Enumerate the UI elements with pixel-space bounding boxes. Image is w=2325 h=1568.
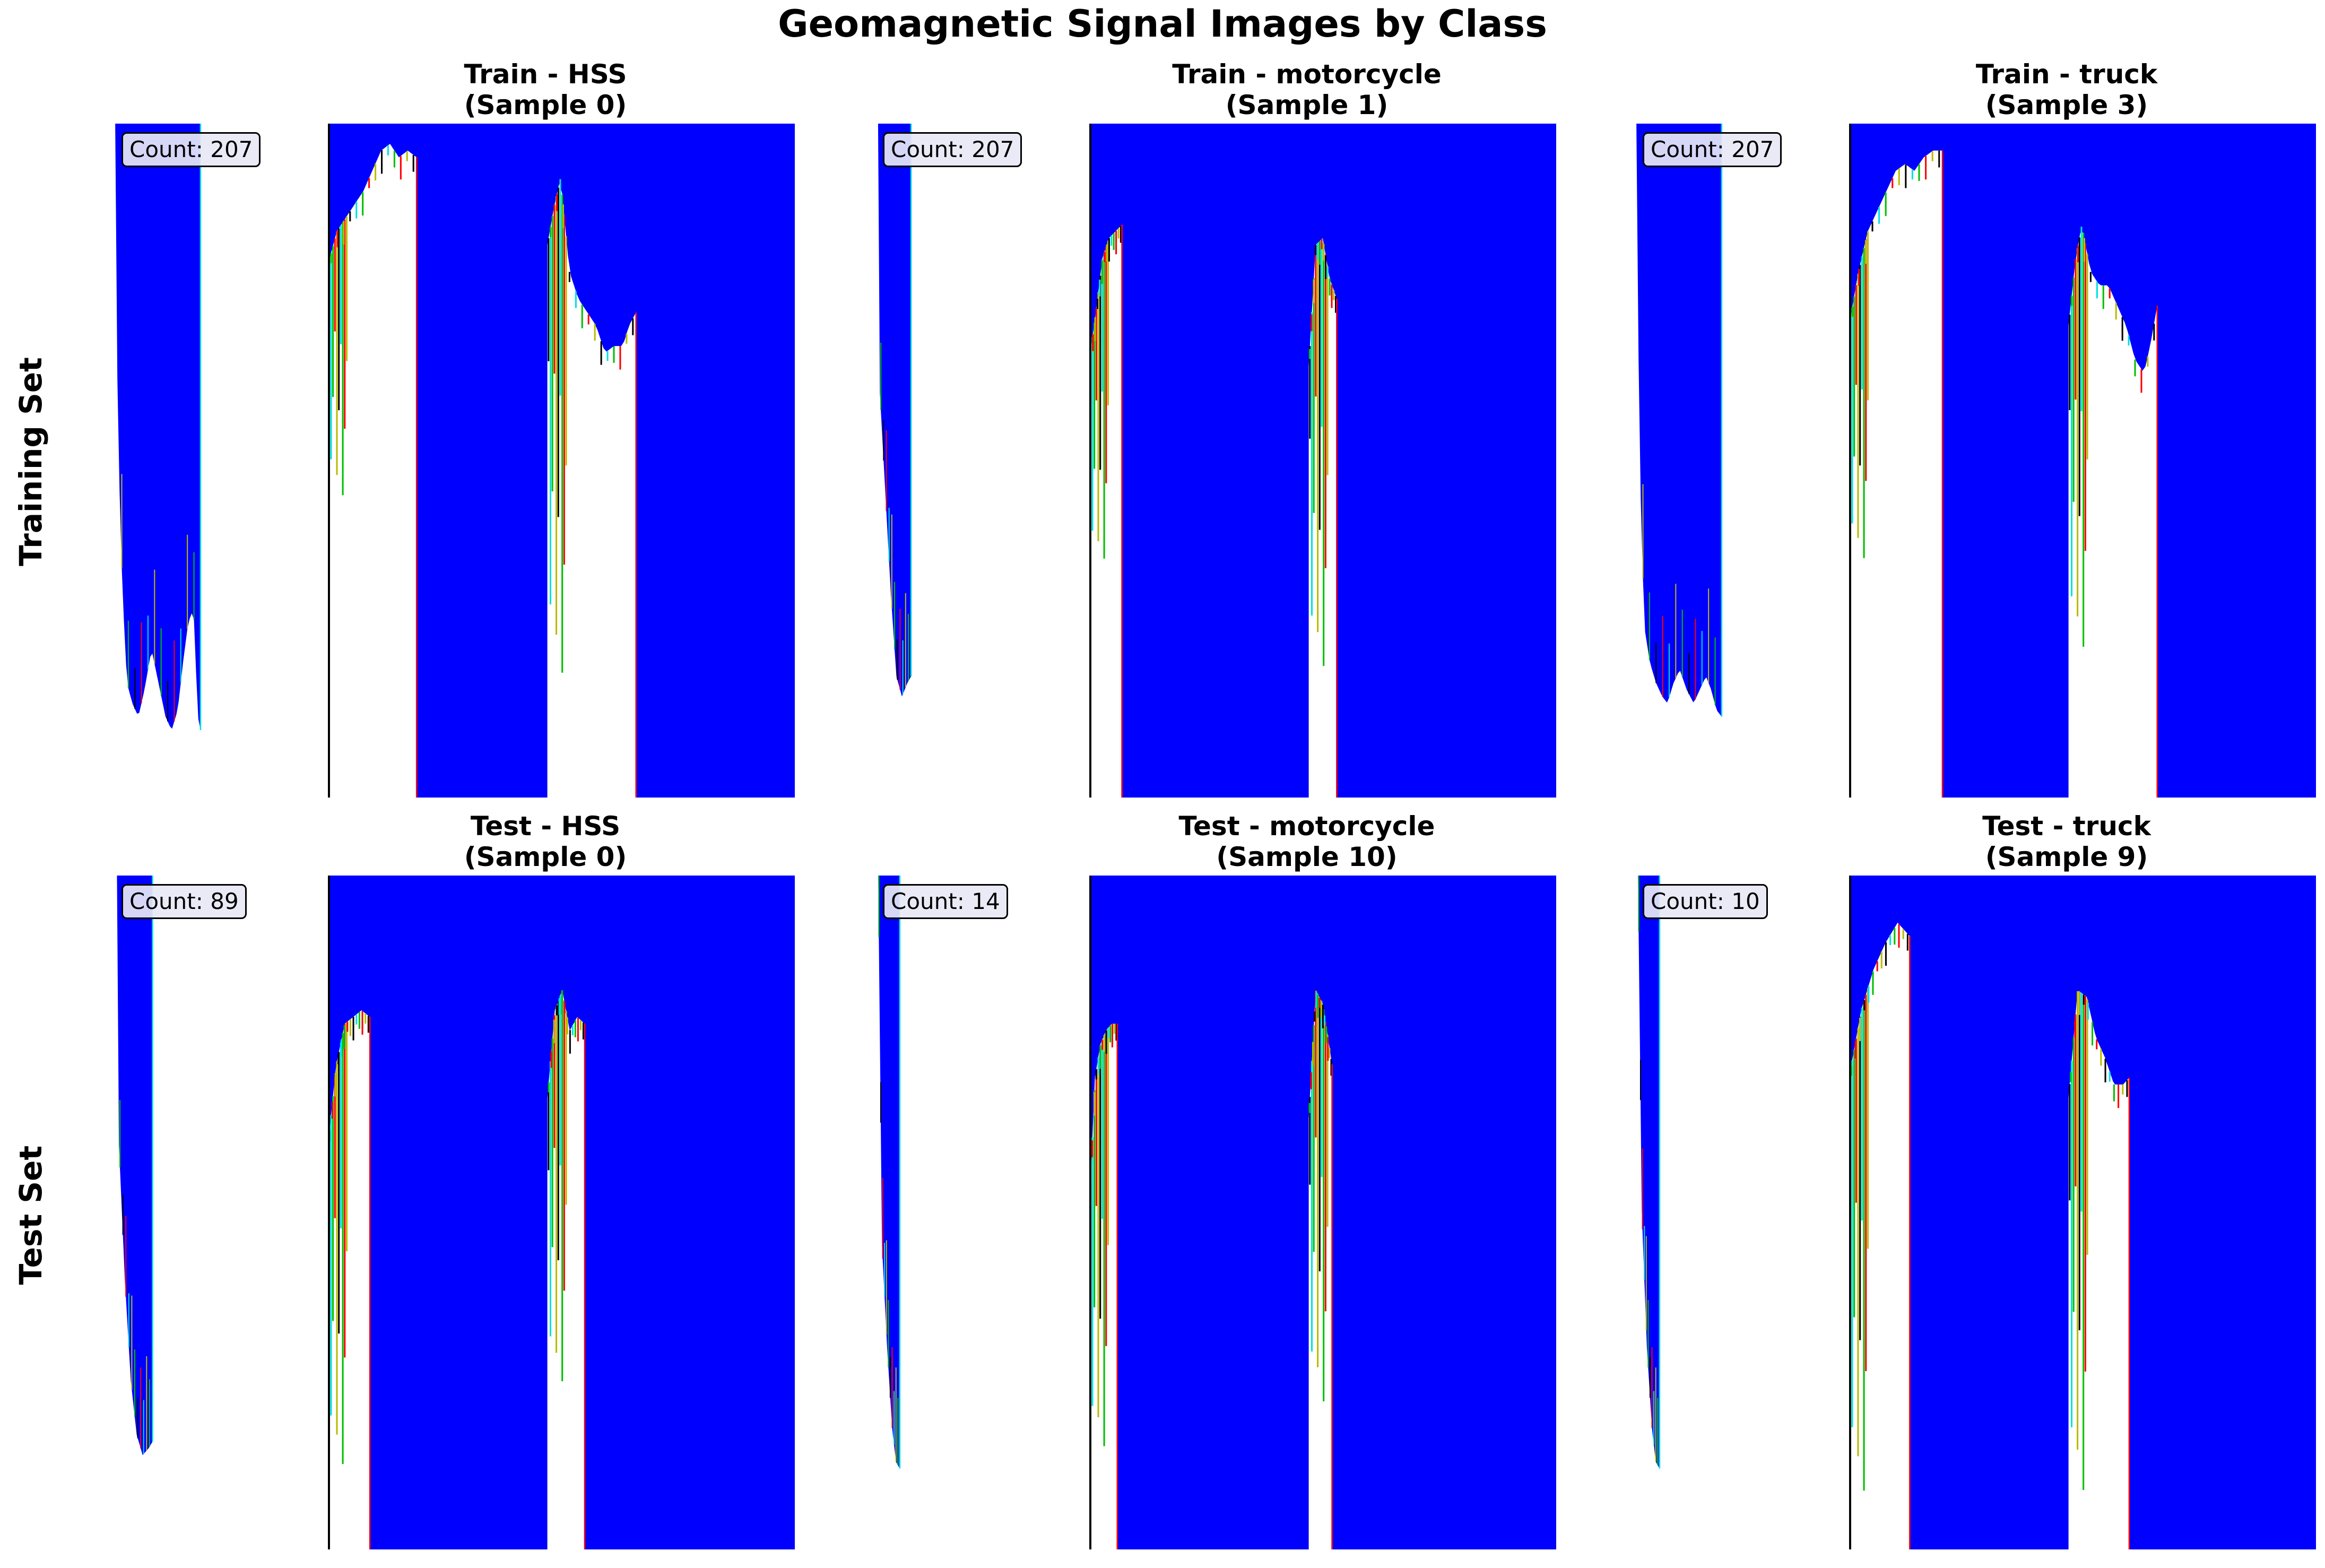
panel-title-1-truck: Test - truck (Sample 9) xyxy=(1982,811,2151,872)
figure-title: Geomagnetic Signal Images by Class xyxy=(778,2,1547,46)
count-badge: Count: 89 xyxy=(122,884,247,919)
signal-image-1-motorcycle xyxy=(1089,876,1556,1549)
count-badge: Count: 207 xyxy=(883,132,1022,167)
count-strip-fill xyxy=(1634,876,1660,1469)
count-badge: Count: 207 xyxy=(122,132,261,167)
panel-title-1-motorcycle: Test - motorcycle (Sample 10) xyxy=(1178,811,1435,872)
count-strip-0-motorcycle xyxy=(874,124,965,798)
count-badge: Count: 10 xyxy=(1643,884,1768,919)
signal-image-0-motorcycle xyxy=(1089,124,1556,798)
signal-region-2 xyxy=(547,184,636,798)
count-strip-0-hss xyxy=(113,124,203,798)
count-strip-fill xyxy=(113,876,153,1456)
count-strip-1-truck xyxy=(1634,876,1724,1549)
count-strip-fill xyxy=(874,124,912,697)
signal-image-1-hss xyxy=(328,876,795,1549)
row-label-training: Training Set xyxy=(13,357,49,566)
count-badge: Count: 14 xyxy=(883,884,1008,919)
count-badge: Count: 207 xyxy=(1643,132,1782,167)
count-strip-fill xyxy=(1634,124,1722,717)
signal-region-1 xyxy=(328,144,417,798)
panel-title-0-motorcycle: Train - motorcycle (Sample 1) xyxy=(1172,59,1442,120)
count-strip-fill xyxy=(113,124,201,730)
count-strip-1-hss xyxy=(113,876,203,1549)
panel-title-0-hss: Train - HSS (Sample 0) xyxy=(464,59,627,120)
signal-image-0-hss xyxy=(328,124,795,798)
count-strip-1-motorcycle xyxy=(874,876,965,1549)
panel-title-0-truck: Train - truck (Sample 3) xyxy=(1975,59,2158,120)
panel-title-1-hss: Test - HSS (Sample 0) xyxy=(464,811,627,872)
signal-region-1 xyxy=(1089,224,1122,798)
count-strip-fill xyxy=(874,876,900,1469)
signal-image-0-truck xyxy=(1849,124,2316,798)
row-label-test: Test Set xyxy=(13,1145,49,1285)
signal-region-1 xyxy=(1849,150,1942,798)
signal-region-2 xyxy=(1308,238,1337,798)
count-strip-0-truck xyxy=(1634,124,1724,798)
signal-image-1-truck xyxy=(1849,876,2316,1549)
